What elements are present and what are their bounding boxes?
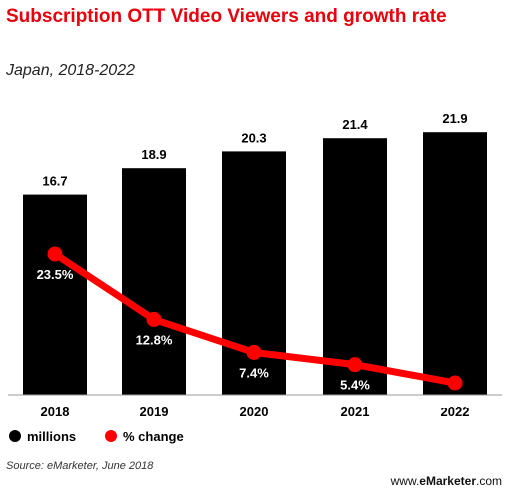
brand-prefix: www. (390, 474, 420, 488)
x-tick-label: 2018 (41, 404, 70, 419)
legend-swatch-millions (9, 430, 21, 442)
source-note: Source: eMarketer, June 2018 (6, 460, 154, 472)
bar-value-label: 18.9 (141, 147, 166, 162)
brand-suffix: .com (475, 474, 502, 488)
legend-swatch-percent-change (105, 430, 117, 442)
percent-change-label: 12.8% (136, 332, 173, 347)
x-tick-label: 2022 (441, 404, 470, 419)
percent-change-point (146, 311, 162, 327)
percent-change-label: 5.4% (340, 378, 370, 393)
bar-value-label: 20.3 (241, 130, 266, 145)
bar-2021 (323, 138, 387, 395)
percent-change-point (347, 357, 363, 373)
percent-change-point (447, 375, 463, 391)
percent-change-point (246, 344, 262, 360)
bar-value-label: 21.9 (442, 111, 467, 126)
percent-change-label: 2.4% (440, 396, 470, 411)
x-tick-label: 2020 (240, 404, 269, 419)
legend-label-millions: millions (27, 429, 76, 444)
x-tick-label: 2021 (341, 404, 370, 419)
percent-change-label: 7.4% (239, 365, 269, 380)
bar-value-label: 21.4 (342, 117, 368, 132)
bar-value-label: 16.7 (42, 174, 67, 189)
percent-change-point (47, 246, 63, 262)
chart-title: Subscription OTT Video Viewers and growt… (6, 6, 447, 27)
brand-footer: www.eMarketer.com (391, 474, 502, 488)
x-tick-label: 2019 (140, 404, 169, 419)
chart-subtitle: Japan, 2018-2022 (6, 62, 135, 79)
bar-2019 (122, 168, 186, 395)
percent-change-label: 23.5% (37, 267, 74, 282)
bar-2022 (423, 132, 487, 395)
legend-label-percent-change: % change (123, 429, 184, 444)
brand-name: eMarketer (419, 474, 476, 488)
bar-2018 (23, 194, 87, 395)
